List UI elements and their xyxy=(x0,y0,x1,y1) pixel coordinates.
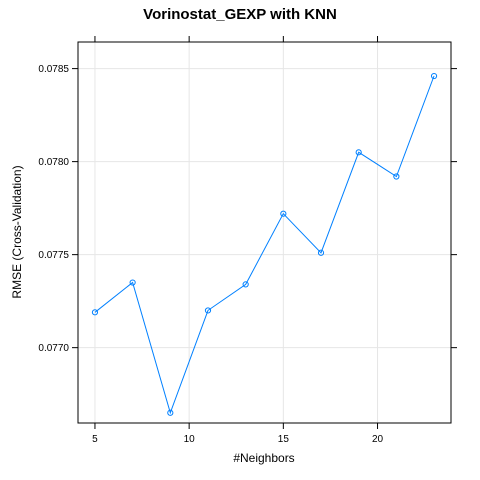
x-axis-label: #Neighbors xyxy=(233,451,294,465)
y-tick-label: 0.0780 xyxy=(38,157,69,168)
data-point xyxy=(129,279,136,286)
series-layer xyxy=(91,72,438,416)
data-point xyxy=(242,281,249,288)
x-tick-label: 10 xyxy=(184,434,196,445)
tick-layer: 5 10 15 20 0.0770 0.0775 0.0780 0.0785 xyxy=(38,36,457,445)
data-point xyxy=(91,309,99,316)
grid-layer xyxy=(78,42,451,423)
chart-title: Vorinostat_GEXP with KNN xyxy=(143,6,337,23)
data-point xyxy=(167,409,174,416)
plot-frame xyxy=(77,41,452,424)
data-point xyxy=(280,210,287,217)
data-point xyxy=(317,249,325,256)
y-axis-label: RMSE (Cross-Validation) xyxy=(10,165,24,298)
x-tick-label: 15 xyxy=(278,434,290,445)
y-tick-label: 0.0775 xyxy=(38,250,69,261)
y-tick-label: 0.0770 xyxy=(38,343,69,354)
data-point xyxy=(393,173,400,180)
data-point xyxy=(355,149,362,156)
data-point xyxy=(204,307,212,314)
x-tick-label: 5 xyxy=(92,434,98,445)
y-tick-label: 0.0785 xyxy=(38,64,69,75)
x-tick-label: 20 xyxy=(372,434,384,445)
series-line xyxy=(94,75,435,415)
data-point xyxy=(430,72,438,80)
